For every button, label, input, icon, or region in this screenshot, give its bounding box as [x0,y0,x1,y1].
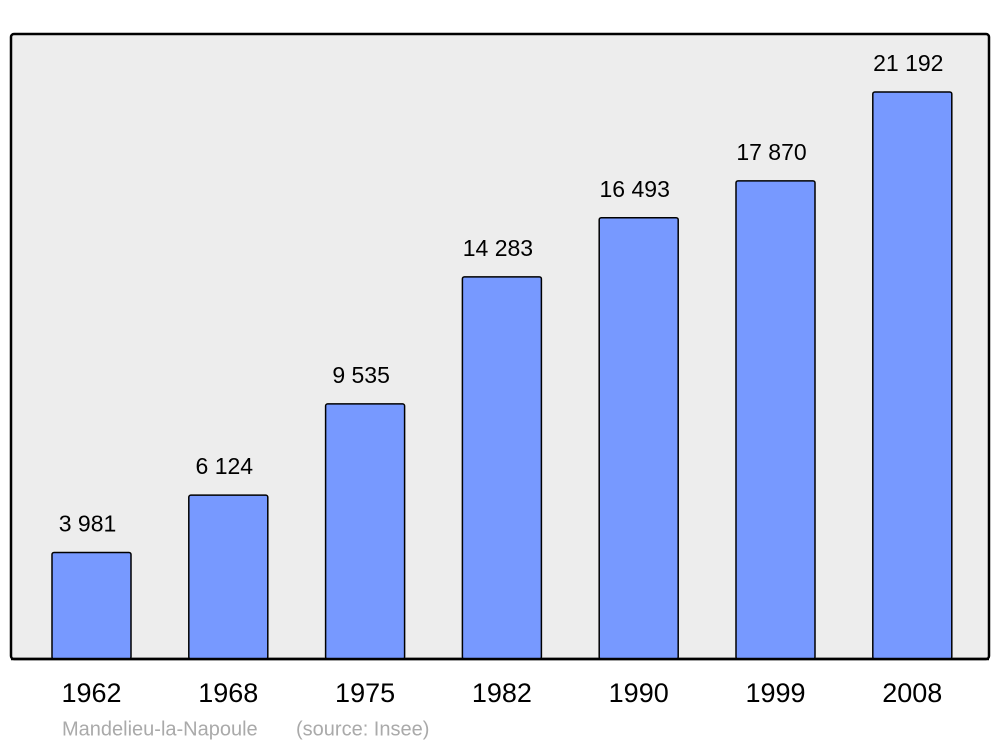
x-tick-label: 2008 [882,678,942,708]
bar [188,494,269,660]
value-label: 21 192 [873,50,943,76]
value-label: 3 981 [59,511,117,537]
x-tick-label: 1962 [61,678,121,708]
value-label: 16 493 [600,176,670,202]
x-tick-label: 1999 [745,678,805,708]
value-label: 14 283 [463,235,533,261]
bar [735,180,816,660]
bar [324,403,406,660]
x-tick-label: 1982 [472,678,532,708]
x-tick-label: 1990 [609,678,669,708]
value-label: 6 124 [196,453,254,479]
bar [51,551,132,660]
bar [598,216,679,660]
value-label: 17 870 [736,139,806,165]
caption: Mandelieu-la-Napoule [62,718,258,740]
value-label: 9 535 [332,362,390,388]
x-tick-label: 1968 [198,678,258,708]
bar [872,91,953,660]
source: (source: Insee) [296,718,429,740]
x-tick-label: 1975 [335,678,395,708]
bar [461,276,543,660]
